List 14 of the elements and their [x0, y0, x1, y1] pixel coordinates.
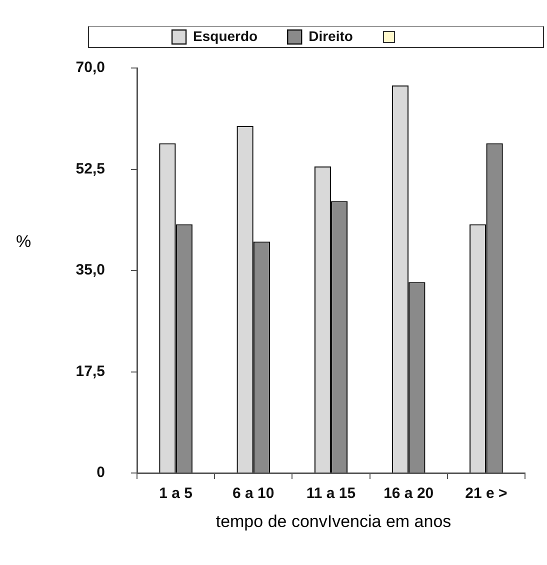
y-tick-label: 70,0 [76, 59, 105, 76]
x-tick-label: 11 a 15 [306, 485, 356, 502]
y-tick-label: 17,5 [76, 362, 105, 380]
x-tick-label: 21 e > [465, 485, 508, 502]
y-tick-label: 52,5 [76, 160, 105, 178]
y-tick-label: 0 [96, 464, 105, 482]
y-axis-title: % [16, 232, 32, 252]
legend-label: Direito [308, 28, 353, 44]
x-tick-label: 1 a 5 [159, 485, 192, 502]
y-tick-label: 35,0 [76, 262, 105, 279]
x-axis-title: tempo de convIvencia em anos [214, 512, 452, 532]
legend-label: Esquerdo [193, 28, 258, 44]
x-tick-label: 16 a 20 [384, 485, 434, 502]
x-tick-label: 6 a 10 [232, 485, 274, 502]
